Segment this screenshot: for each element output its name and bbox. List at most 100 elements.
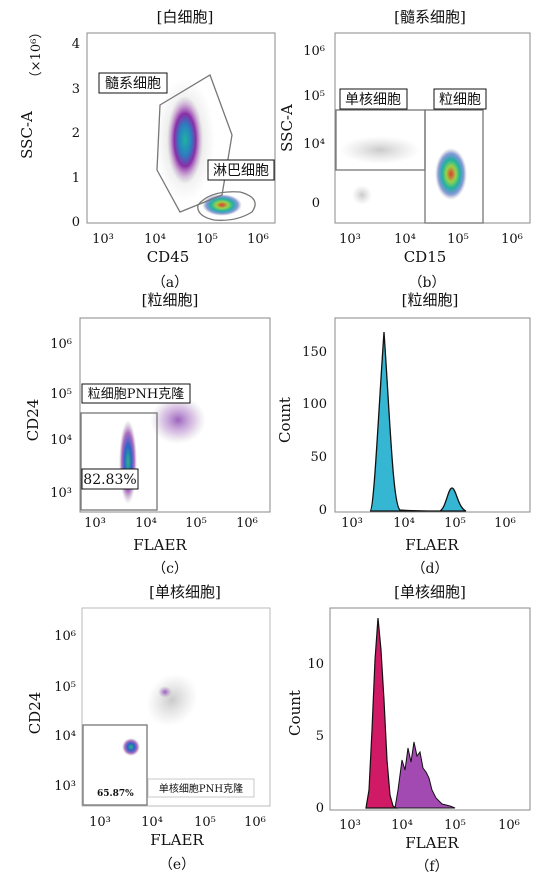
x-tick-label: 10³ [84,516,106,531]
x-tick-label: 10³ [339,818,361,833]
panel-e-title: [单核细胞] [149,583,221,601]
panel-a-yscale-note: （×10⁶） [29,26,44,85]
panel-f-yticks: 0 5 10 [307,657,324,816]
panel-a-ylabel: SSC-A [18,111,36,159]
myeloid-population [167,96,203,184]
svg-text:单核细胞PNH克隆: 单核细胞PNH克隆 [159,782,243,795]
y-tick-label: 0 [72,215,80,230]
monocyte-gate-label: 单核细胞 [339,88,408,110]
x-tick-label: 10⁴ [394,232,416,247]
primary-histogram-area [365,617,398,809]
panel-d-xlabel: FLAER [405,536,459,554]
x-tick-label: 10⁴ [391,818,413,833]
panel-b-title: [髓系细胞] [394,8,466,26]
y-tick-label: 1 [72,171,80,186]
panel-d-caption: （d） [412,561,449,577]
granulocyte-gate-label: 粒细胞 [433,88,487,110]
panel-c-xticks: 10³ 10⁴ 10⁵ 10⁶ [84,516,258,531]
svg-text:粒细胞: 粒细胞 [439,92,481,108]
secondary-histogram-area [394,741,456,809]
panel-a: [白细胞] （×10⁶） SSC-A 10³ 10⁴ 10⁵ 10⁶ 0 1 2… [18,8,276,291]
panel-c-yticks: 10³ 10⁴ 10⁵ 10⁶ [50,337,72,501]
histogram-area [369,331,467,512]
x-tick-label: 10⁴ [135,516,157,531]
monocyte-population [340,136,420,164]
y-tick-label: 0 [319,503,327,518]
x-tick-label: 10⁵ [447,232,469,247]
granulocyte-population [435,148,467,200]
panel-f-caption: （f） [415,859,448,875]
pnh-clone-gate [80,412,158,511]
panel-e: [单核细胞] CD24 10³ 10⁴ 10⁵ 10⁶ 10³ 10⁴ 10⁵ … [26,583,271,873]
svg-text:单核细胞: 单核细胞 [345,92,401,108]
x-tick-label: 10⁵ [444,516,466,531]
y-tick-label: 4 [72,37,80,52]
lymphocyte-gate-label: 淋巴细胞 [207,159,275,181]
y-tick-label: 10⁵ [54,680,76,695]
pnh-clone-gate [82,724,148,806]
panel-a-yticks: 0 1 2 3 4 [72,37,80,230]
panel-f-xlabel: FLAER [405,834,459,852]
panel-b-xticks: 10³ 10⁴ 10⁵ 10⁶ [339,232,523,247]
y-tick-label: 10⁶ [54,629,76,644]
panel-d-yticks: 0 50 100 150 [302,345,327,518]
pnh-clone-events [122,738,140,756]
svg-text:82.83%: 82.83% [83,472,136,488]
panel-f-title: [单核细胞] [394,583,466,601]
y-tick-label: 10⁵ [50,387,72,402]
myeloid-gate [156,74,233,213]
normal-monocyte-events [146,673,198,727]
y-tick-label: 150 [302,345,327,360]
pnh-clone-gate-label: 单核细胞PNH克隆 [147,778,255,798]
panel-a-title: [白细胞] [157,8,214,26]
y-tick-label: 100 [302,397,327,412]
panel-d-ylabel: Count [276,397,294,443]
x-tick-label: 10⁴ [144,232,166,247]
panel-a-frame [86,32,276,224]
panel-c: [粒细胞] CD24 10³ 10⁴ 10⁵ 10⁶ 10³ 10⁴ 10⁵ 1… [24,291,271,577]
panel-d: [粒细胞] Count 10³ 10⁴ 10⁵ 10⁶ 0 50 100 150… [276,291,531,577]
pnh-clone-gate-label: 粒细胞PNH克隆 [81,383,191,404]
x-tick-label: 10⁶ [247,232,269,247]
x-tick-label: 10³ [92,232,114,247]
y-tick-label: 0 [316,801,324,816]
y-tick-label: 10⁶ [50,337,72,352]
x-tick-label: 10⁶ [498,818,520,833]
x-tick-label: 10⁵ [185,516,207,531]
pnh-clone-percent-label: 82.83% [81,468,139,490]
granulocyte-gate [424,109,484,224]
normal-monocyte-core [158,686,172,698]
myeloid-gate-label: 髓系细胞 [98,72,168,94]
x-tick-label: 10⁵ [444,818,466,833]
y-tick-label: 10³ [54,779,76,794]
y-tick-label: 2 [72,126,80,141]
panel-e-xlabel: FLAER [150,831,204,849]
y-tick-label: 10⁴ [54,729,76,744]
debris-events [352,185,372,205]
panel-b-caption: （b） [409,275,446,291]
panel-e-yticks: 10³ 10⁴ 10⁵ 10⁶ [54,629,76,794]
x-tick-label: 10⁵ [194,815,216,830]
x-tick-label: 10⁵ [196,232,218,247]
panel-b-xlabel: CD15 [404,248,447,266]
panel-a-xticks: 10³ 10⁴ 10⁵ 10⁶ [92,232,269,247]
y-tick-label: 10 [307,657,324,672]
x-tick-label: 10⁶ [236,516,258,531]
y-tick-label: 50 [310,450,327,465]
panel-b-ylabel: SSC-A [278,104,296,152]
x-tick-label: 10³ [341,516,363,531]
x-tick-label: 10⁶ [494,516,516,531]
svg-text:粒细胞PNH克隆: 粒细胞PNH克隆 [88,387,184,402]
panel-d-title: [粒细胞] [402,291,459,309]
panel-f-xticks: 10³ 10⁴ 10⁵ 10⁶ [339,818,520,833]
panel-b-yticks: 0 10⁴ 10⁵ 10⁶ [303,44,325,211]
panel-e-xticks: 10³ 10⁴ 10⁵ 10⁶ [89,815,266,830]
panel-f-ylabel: Count [286,690,304,736]
x-tick-label: 10⁶ [244,815,266,830]
panel-c-title: [粒细胞] [142,291,199,309]
panel-f: [单核细胞] Count 10³ 10⁴ 10⁵ 10⁶ 0 5 10 FLAE… [286,583,531,875]
panel-d-xticks: 10³ 10⁴ 10⁵ 10⁶ [341,516,516,531]
lymphocyte-gate [197,191,256,221]
